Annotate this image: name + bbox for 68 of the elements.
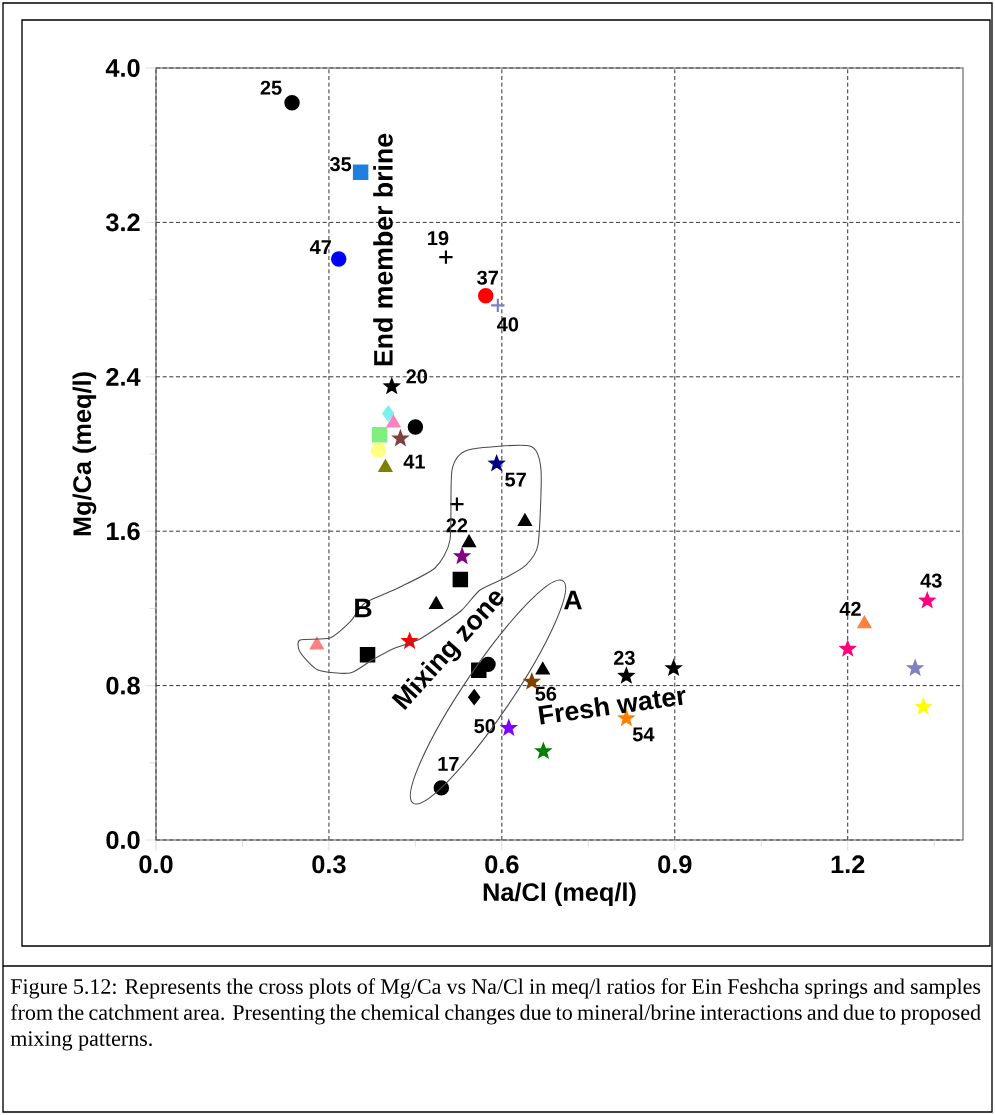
point bbox=[919, 592, 935, 608]
point bbox=[378, 459, 393, 472]
annotation: 25 bbox=[260, 80, 282, 95]
point bbox=[535, 662, 550, 675]
point bbox=[453, 546, 472, 565]
point bbox=[407, 419, 424, 435]
annotation: End member brine bbox=[373, 133, 393, 366]
point bbox=[359, 646, 376, 663]
y-tick-label: 3.2 bbox=[105, 213, 140, 232]
point bbox=[907, 660, 923, 675]
annotation: B bbox=[355, 598, 372, 618]
annotation: 23 bbox=[613, 650, 635, 666]
point bbox=[915, 699, 931, 714]
x-tick-label: 0.9 bbox=[658, 855, 692, 874]
x-tick-label: 0.6 bbox=[485, 855, 519, 874]
point bbox=[518, 513, 532, 526]
point bbox=[384, 378, 400, 393]
point bbox=[284, 95, 300, 111]
point bbox=[618, 668, 634, 683]
point bbox=[429, 596, 443, 609]
annotation: 50 bbox=[474, 718, 496, 734]
point bbox=[330, 251, 347, 267]
point bbox=[386, 415, 401, 428]
x-axis-title: Na/Cl (meq/l) bbox=[483, 882, 636, 907]
annotation: 57 bbox=[505, 472, 526, 487]
point bbox=[371, 426, 388, 443]
point bbox=[840, 641, 856, 656]
point bbox=[501, 720, 517, 735]
point bbox=[468, 689, 481, 705]
annotation: 47 bbox=[309, 240, 331, 254]
annotation: A bbox=[564, 590, 582, 610]
y-axis-title: Mg/Ca (meq/l) bbox=[72, 372, 97, 536]
annotation: 43 bbox=[920, 573, 942, 588]
annotation: 37 bbox=[477, 270, 498, 285]
point bbox=[382, 405, 395, 422]
annotation: 54 bbox=[632, 727, 655, 742]
annotation: 22 bbox=[446, 518, 468, 533]
y-tick-label: 2.4 bbox=[106, 367, 141, 386]
point bbox=[666, 660, 682, 675]
annotation: 42 bbox=[839, 601, 861, 616]
y-tick-label: 4.0 bbox=[105, 59, 140, 77]
point bbox=[352, 164, 369, 180]
annotation: 19 bbox=[428, 231, 449, 246]
point bbox=[490, 297, 506, 314]
point bbox=[480, 656, 496, 673]
point bbox=[449, 496, 465, 512]
point bbox=[489, 455, 505, 471]
annotation: 40 bbox=[496, 317, 519, 332]
y-tick-label: 0.8 bbox=[106, 676, 140, 695]
x-tick-label: 0.3 bbox=[312, 855, 346, 874]
point bbox=[438, 249, 454, 265]
point bbox=[857, 616, 872, 629]
point bbox=[392, 430, 408, 446]
annotation: 20 bbox=[406, 369, 428, 384]
annotation: 35 bbox=[329, 157, 352, 172]
annotation: 17 bbox=[438, 757, 459, 771]
caption: Figure 5.12: Represents the cross plots of Mg/Ca vs Na/Cl in meq/l ratios for Ein Feshcha springs and samples from the catchment area. Presenting the chemical changes due to mineral/brine interactions and due to proposed mixing patterns. bbox=[10, 978, 981, 1051]
point bbox=[462, 535, 476, 548]
point bbox=[535, 743, 551, 758]
point bbox=[370, 442, 387, 458]
x-tick-label: 1.2 bbox=[831, 855, 865, 874]
annotation: 41 bbox=[403, 454, 425, 469]
x-tick-label: 0.0 bbox=[139, 855, 173, 874]
point bbox=[309, 637, 324, 650]
y-tick-label: 0.0 bbox=[106, 831, 140, 849]
y-tick-label: 1.6 bbox=[106, 522, 140, 541]
point bbox=[452, 571, 469, 588]
point bbox=[477, 288, 494, 304]
